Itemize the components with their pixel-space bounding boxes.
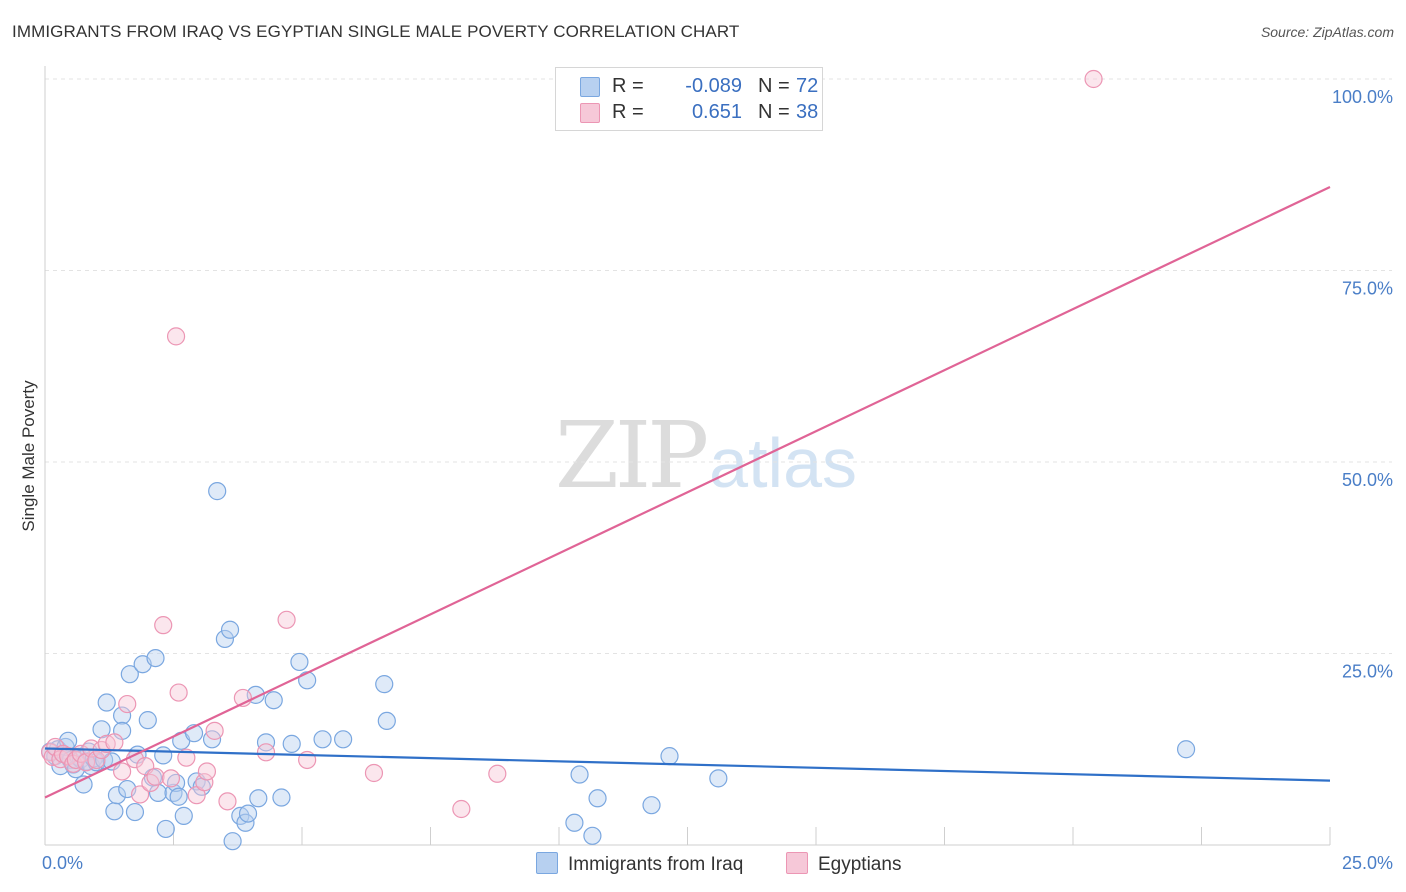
x-tick-label: 25.0%: [1342, 853, 1393, 873]
data-point: [130, 785, 150, 804]
data-point: [256, 743, 276, 762]
data-point: [272, 788, 291, 807]
data-point: [488, 764, 507, 783]
data-point: [161, 769, 181, 788]
correlation-legend: R = -0.089 N = 72 R = 0.651 N = 38: [555, 67, 823, 131]
y-axis-label: Single Male Poverty: [19, 380, 38, 532]
data-point: [709, 769, 728, 788]
legend-r-value: -0.089: [685, 75, 742, 97]
data-point: [105, 802, 124, 821]
data-point: [97, 693, 116, 712]
data-point: [583, 826, 602, 845]
data-point: [97, 734, 116, 753]
trend-lines: [44, 186, 1331, 799]
legend-n-label: N =: [758, 101, 790, 123]
legend-item-egyptians[interactable]: Egyptians: [786, 852, 901, 876]
data-point: [313, 730, 332, 749]
axes: [44, 66, 1331, 846]
legend-label-egyptians: Egyptians: [818, 854, 902, 875]
legend-swatch-iraq: [580, 77, 600, 97]
y-tick-label: 75.0%: [1342, 279, 1393, 299]
data-point: [146, 767, 165, 786]
data-point: [282, 734, 301, 753]
legend-r-label: R =: [612, 101, 644, 123]
data-point: [642, 796, 661, 815]
data-point: [220, 620, 240, 639]
legend-r-label: R =: [612, 75, 644, 97]
data-point: [146, 648, 165, 668]
data-point: [120, 665, 139, 684]
data-point: [334, 730, 353, 749]
data-point: [154, 616, 173, 635]
y-tick-label: 25.0%: [1342, 662, 1393, 682]
data-point: [256, 733, 276, 752]
data-point: [197, 762, 217, 781]
x-tick-label: 0.0%: [42, 853, 83, 873]
y-tick-label: 100.0%: [1332, 87, 1393, 107]
data-point: [125, 802, 145, 822]
data-point: [588, 789, 607, 808]
data-point: [223, 832, 242, 851]
legend-item-iraq[interactable]: Immigrants from Iraq: [536, 852, 743, 876]
chart-title: IMMIGRANTS FROM IRAQ VS EGYPTIAN SINGLE …: [12, 22, 740, 41]
legend-swatch-iraq: [536, 852, 558, 874]
data-point: [205, 721, 224, 740]
data-point: [215, 629, 234, 649]
legend-n-label: N =: [758, 75, 790, 97]
data-point: [169, 683, 188, 702]
series-egyptians-points: [41, 69, 1103, 819]
y-tick-label: 50.0%: [1342, 470, 1393, 490]
data-point: [298, 671, 317, 690]
data-point: [238, 804, 258, 823]
legend-label-iraq: Immigrants from Iraq: [568, 854, 744, 875]
data-point: [249, 789, 268, 808]
data-point: [154, 746, 173, 765]
legend-swatch-egyptians: [786, 852, 808, 874]
tick-labels: 25.0% 50.0% 75.0% 100.0% 0.0% 25.0%: [42, 87, 1393, 873]
data-point: [138, 711, 157, 730]
legend-n-value: 72: [796, 75, 819, 97]
data-point: [169, 787, 188, 806]
data-point: [452, 799, 471, 819]
legend-r-value: 0.651: [691, 101, 742, 123]
data-point: [660, 747, 679, 766]
data-point: [1176, 740, 1196, 759]
data-point: [118, 694, 137, 714]
data-point: [1084, 69, 1103, 89]
data-point: [377, 711, 396, 731]
data-point: [112, 762, 132, 781]
data-point: [364, 763, 384, 783]
gridlines: [45, 78, 1392, 654]
data-point: [277, 610, 296, 629]
data-point: [105, 733, 124, 752]
data-points: [41, 69, 1196, 851]
data-point: [375, 675, 394, 694]
data-point: [112, 706, 132, 725]
legend-swatch-egyptians: [580, 103, 600, 123]
trend-line-egyptians: [44, 186, 1331, 799]
series-iraq-points: [41, 482, 1196, 851]
data-point: [177, 748, 196, 767]
data-point: [174, 806, 193, 825]
data-point: [264, 691, 283, 710]
data-point: [107, 786, 127, 805]
data-point: [87, 750, 106, 770]
chart-source: Source: ZipAtlas.com: [1260, 24, 1394, 40]
data-point: [565, 813, 584, 832]
data-point: [290, 652, 309, 672]
data-point: [195, 773, 214, 792]
data-point: [570, 765, 589, 784]
data-point: [208, 482, 227, 501]
data-point: [218, 792, 237, 811]
trend-line-iraq: [44, 747, 1331, 782]
legend-n-value: 38: [796, 101, 819, 123]
data-point: [156, 819, 175, 839]
data-point: [166, 327, 186, 346]
